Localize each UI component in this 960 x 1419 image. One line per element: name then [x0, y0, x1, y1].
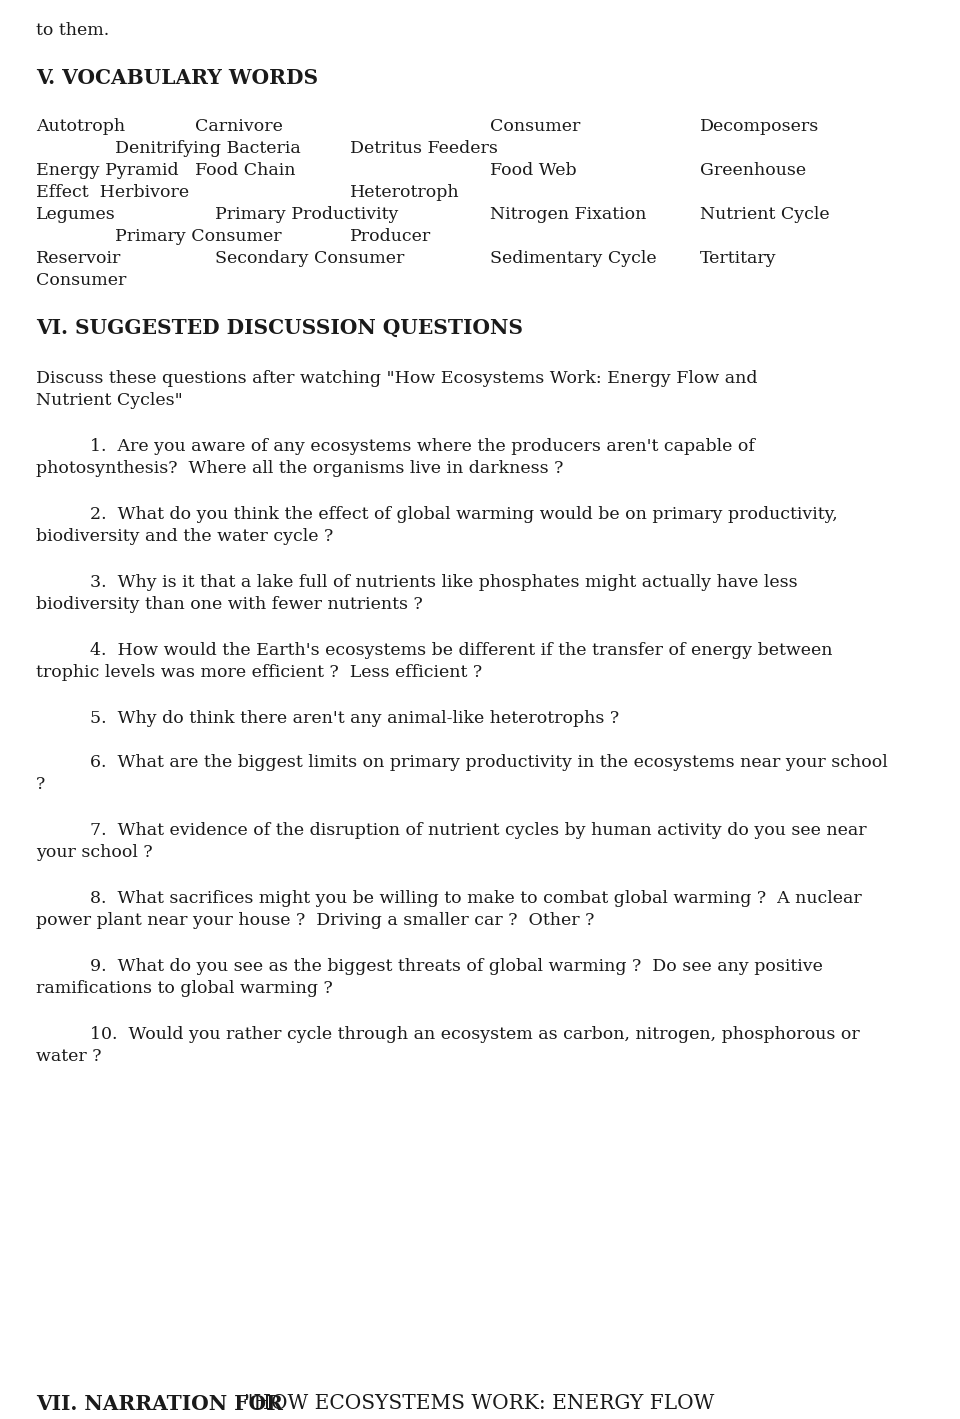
Text: 10.  Would you rather cycle through an ecosystem as carbon, nitrogen, phosphorou: 10. Would you rather cycle through an ec…: [90, 1026, 860, 1043]
Text: 7.  What evidence of the disruption of nutrient cycles by human activity do you : 7. What evidence of the disruption of nu…: [90, 822, 867, 839]
Text: Producer: Producer: [350, 228, 431, 245]
Text: Nitrogen Fixation: Nitrogen Fixation: [490, 206, 646, 223]
Text: Primary Productivity: Primary Productivity: [215, 206, 398, 223]
Text: "HOW ECOSYSTEMS WORK: ENERGY FLOW: "HOW ECOSYSTEMS WORK: ENERGY FLOW: [244, 1393, 714, 1413]
Text: 5.  Why do think there aren't any animal-like heterotrophs ?: 5. Why do think there aren't any animal-…: [90, 710, 619, 727]
Text: Greenhouse: Greenhouse: [700, 162, 806, 179]
Text: ramifications to global warming ?: ramifications to global warming ?: [36, 981, 333, 998]
Text: VII. NARRATION FOR: VII. NARRATION FOR: [36, 1393, 283, 1413]
Text: VI. SUGGESTED DISCUSSION QUESTIONS: VI. SUGGESTED DISCUSSION QUESTIONS: [36, 318, 523, 338]
Text: Reservoir: Reservoir: [36, 250, 121, 267]
Text: ?: ?: [36, 776, 45, 793]
Text: Energy Pyramid: Energy Pyramid: [36, 162, 179, 179]
Text: Tertitary: Tertitary: [700, 250, 777, 267]
Text: Nutrient Cycles": Nutrient Cycles": [36, 392, 182, 409]
Text: Consumer: Consumer: [490, 118, 581, 135]
Text: your school ?: your school ?: [36, 844, 153, 861]
Text: V. VOCABULARY WORDS: V. VOCABULARY WORDS: [36, 68, 318, 88]
Text: Heterotroph: Heterotroph: [350, 184, 460, 201]
Text: Sedimentary Cycle: Sedimentary Cycle: [490, 250, 657, 267]
Text: power plant near your house ?  Driving a smaller car ?  Other ?: power plant near your house ? Driving a …: [36, 912, 594, 929]
Text: Detritus Feeders: Detritus Feeders: [350, 140, 498, 158]
Text: biodiversity and the water cycle ?: biodiversity and the water cycle ?: [36, 528, 333, 545]
Text: Decomposers: Decomposers: [700, 118, 819, 135]
Text: 1.  Are you aware of any ecosystems where the producers aren't capable of: 1. Are you aware of any ecosystems where…: [90, 438, 755, 455]
Text: trophic levels was more efficient ?  Less efficient ?: trophic levels was more efficient ? Less…: [36, 664, 482, 681]
Text: biodiversity than one with fewer nutrients ?: biodiversity than one with fewer nutrien…: [36, 596, 422, 613]
Text: Discuss these questions after watching "How Ecosystems Work: Energy Flow and: Discuss these questions after watching "…: [36, 370, 757, 387]
Text: 3.  Why is it that a lake full of nutrients like phosphates might actually have : 3. Why is it that a lake full of nutrien…: [90, 575, 798, 590]
Text: Denitrifying Bacteria: Denitrifying Bacteria: [115, 140, 300, 158]
Text: Food Chain: Food Chain: [195, 162, 296, 179]
Text: photosynthesis?  Where all the organisms live in darkness ?: photosynthesis? Where all the organisms …: [36, 460, 564, 477]
Text: Autotroph: Autotroph: [36, 118, 125, 135]
Text: to them.: to them.: [36, 23, 109, 38]
Text: water ?: water ?: [36, 1049, 102, 1066]
Text: Food Web: Food Web: [490, 162, 577, 179]
Text: Legumes: Legumes: [36, 206, 116, 223]
Text: 4.  How would the Earth's ecosystems be different if the transfer of energy betw: 4. How would the Earth's ecosystems be d…: [90, 641, 832, 658]
Text: 8.  What sacrifices might you be willing to make to combat global warming ?  A n: 8. What sacrifices might you be willing …: [90, 890, 862, 907]
Text: 2.  What do you think the effect of global warming would be on primary productiv: 2. What do you think the effect of globa…: [90, 507, 838, 524]
Text: Secondary Consumer: Secondary Consumer: [215, 250, 404, 267]
Text: Carnivore: Carnivore: [195, 118, 283, 135]
Text: Effect  Herbivore: Effect Herbivore: [36, 184, 189, 201]
Text: 6.  What are the biggest limits on primary productivity in the ecosystems near y: 6. What are the biggest limits on primar…: [90, 753, 888, 771]
Text: Nutrient Cycle: Nutrient Cycle: [700, 206, 829, 223]
Text: Consumer: Consumer: [36, 272, 127, 289]
Text: Primary Consumer: Primary Consumer: [115, 228, 281, 245]
Text: 9.  What do you see as the biggest threats of global warming ?  Do see any posit: 9. What do you see as the biggest threat…: [90, 958, 823, 975]
